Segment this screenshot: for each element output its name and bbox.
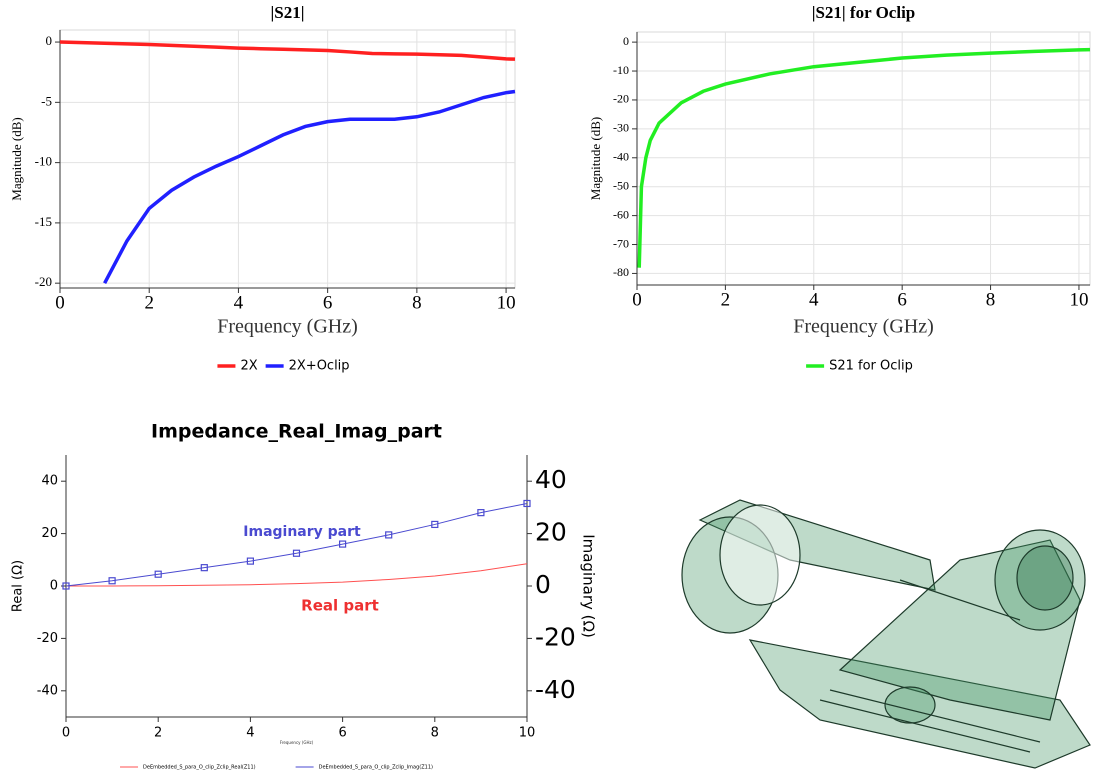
y-tick-label: -40 <box>613 150 629 164</box>
y-tick-label: -5 <box>41 93 52 108</box>
legend: 2X 2X+Oclip <box>217 359 349 374</box>
legend: S21 for Oclip <box>806 359 913 374</box>
x-tick-label: 4 <box>234 292 244 313</box>
y-tick-label: -20 <box>613 92 629 106</box>
series-line <box>639 50 1090 268</box>
y2-tick-label: 40 <box>535 465 567 494</box>
x-tick-label: 0 <box>62 726 70 741</box>
x-tick-label: 8 <box>986 289 996 310</box>
legend-label: 2X <box>240 359 257 374</box>
chart-title: |S21| for Oclip <box>812 3 916 22</box>
y-tick-label: 20 <box>41 526 58 541</box>
legend-label: S21 for Oclip <box>829 359 913 374</box>
chart-title: Impedance_Real_Imag_part <box>151 421 442 443</box>
y-tick-label: -10 <box>35 154 52 169</box>
y-tick-label: -40 <box>37 683 58 698</box>
annotation: Real part <box>301 597 379 615</box>
y2-tick-label: 0 <box>535 570 551 599</box>
legend-label: 2X+Oclip <box>289 359 350 374</box>
x-axis-label: Frequency (GHz) <box>217 316 358 338</box>
x-tick-label: 4 <box>809 289 819 310</box>
annotation: Imaginary part <box>243 524 361 540</box>
x-tick-label: 10 <box>497 292 516 313</box>
series-line <box>105 91 515 283</box>
x-tick-label: 10 <box>1069 289 1088 310</box>
legend-label: DeEmbedded_S_para_O_clip_Zclip_Imag(Z11) <box>319 765 433 771</box>
y-tick-label: -20 <box>37 631 58 646</box>
x-axis-label: Frequency (GHz) <box>793 316 934 338</box>
y-tick-label: -20 <box>35 274 52 289</box>
y-tick-label: -70 <box>613 236 629 250</box>
chart-title: |S21| <box>271 3 305 22</box>
series-line <box>66 564 527 586</box>
y-tick-label: -50 <box>613 178 629 192</box>
model-ring-inner <box>1017 546 1073 610</box>
x-axis-label: Frequency (GHz) <box>280 740 314 745</box>
x-tick-label: 2 <box>721 289 731 310</box>
y-tick-label: 40 <box>41 474 58 489</box>
model-hole <box>720 505 800 605</box>
y2-tick-label: -20 <box>535 622 576 651</box>
chart: |S21| 0 2 4 6 8 10 0 -5 -10 -15 -20 Frequency (GHz) M… <box>9 3 516 374</box>
y-tick-label: -10 <box>613 63 629 77</box>
y-tick-label: -80 <box>613 265 629 279</box>
x-tick-label: 0 <box>55 292 65 313</box>
y2-tick-label: 20 <box>535 518 567 547</box>
plot-area <box>60 30 515 288</box>
plot-area <box>637 32 1090 285</box>
series-line <box>60 42 515 59</box>
legend: DeEmbedded_S_para_O_clip_Zclip_Real(Z11)… <box>120 765 433 771</box>
y-axis-label: Real (Ω) <box>11 560 26 612</box>
y-tick-label: -30 <box>613 121 629 135</box>
x-tick-label: 8 <box>431 726 439 741</box>
y-tick-label: 0 <box>50 579 58 594</box>
3d-model <box>682 500 1090 768</box>
chart: Impedance_Real_Imag_part 0 2 4 6 8 10 -40 -20 0 20… <box>11 421 598 771</box>
y-axis-label: Magnitude (dB) <box>588 117 603 200</box>
x-tick-label: 6 <box>338 726 346 741</box>
y-tick-label: 0 <box>623 34 629 48</box>
y2-tick-label: -40 <box>535 675 576 704</box>
y-tick-label: -60 <box>613 207 629 221</box>
x-tick-label: 6 <box>323 292 333 313</box>
x-tick-label: 10 <box>519 726 536 741</box>
y-tick-label: 0 <box>46 33 53 48</box>
x-tick-label: 8 <box>412 292 422 313</box>
x-tick-label: 2 <box>154 726 162 741</box>
figure: |S21| 0 2 4 6 8 10 0 -5 -10 -15 -20 Frequency (GHz) M… <box>0 0 1099 775</box>
x-tick-label: 6 <box>897 289 907 310</box>
chart: |S21| for Oclip 0 2 4 6 8 10 0 -10 -20 -30 -40 -50 -6… <box>588 3 1090 374</box>
legend-label: DeEmbedded_S_para_O_clip_Zclip_Real(Z11) <box>143 765 256 771</box>
y-tick-label: -15 <box>35 214 52 229</box>
x-tick-label: 2 <box>144 292 154 313</box>
x-tick-label: 4 <box>246 726 254 741</box>
x-tick-label: 0 <box>632 289 642 310</box>
y2-axis-label: Imaginary (Ω) <box>580 534 598 638</box>
y-axis-label: Magnitude (dB) <box>9 117 24 200</box>
